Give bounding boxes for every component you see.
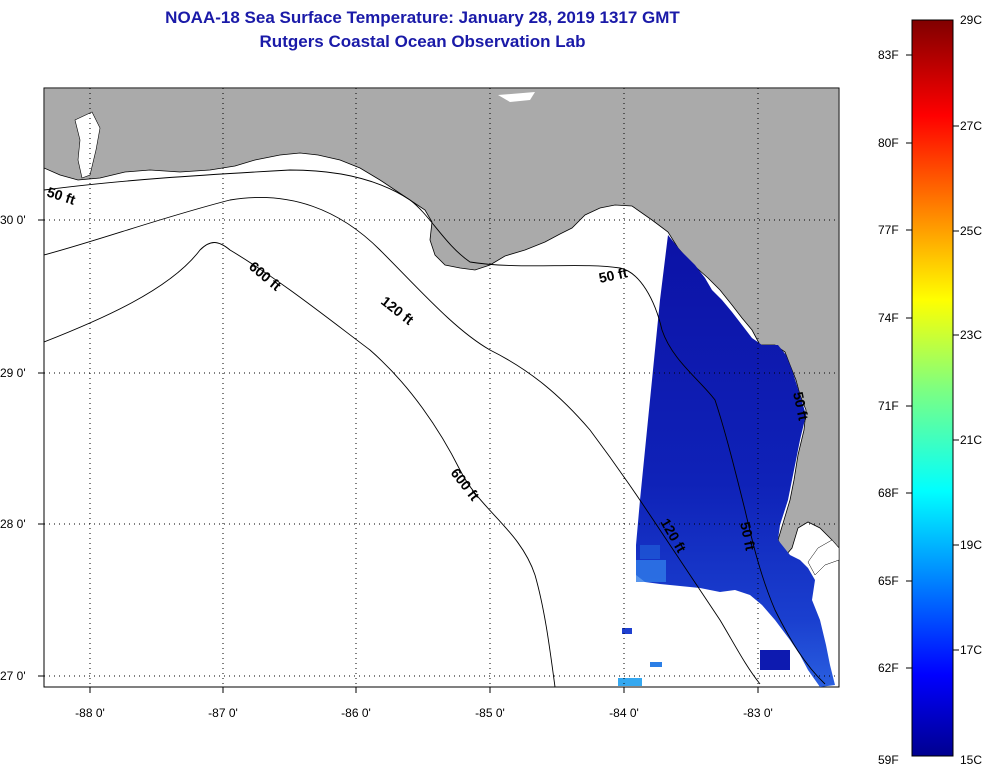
colorbar-f-label: 68F [878, 486, 899, 500]
sst-speck [760, 650, 790, 670]
sst-patch [636, 560, 666, 582]
sst-speck [650, 662, 662, 667]
land-mass [44, 88, 839, 556]
colorbar-c-label: 19C [960, 538, 982, 552]
contour-label-50ft: 50 ft [737, 520, 759, 552]
colorbar-ticks [906, 54, 959, 669]
colorbar-c-label: 17C [960, 643, 982, 657]
map-title: NOAA-18 Sea Surface Temperature: January… [165, 8, 680, 27]
tampa-bay [807, 539, 839, 576]
colorbar-f-label: 74F [878, 311, 899, 325]
lon-label: -85 0' [475, 706, 505, 720]
colorbar [911, 19, 954, 757]
contour-600ft [44, 242, 556, 687]
lon-label: -87 0' [208, 706, 238, 720]
colorbar-f-label: 65F [878, 574, 899, 588]
contour-50ft [44, 169, 826, 685]
sst-speck [622, 628, 632, 634]
lat-label: 30 0' [0, 213, 26, 227]
frame-ticks [38, 219, 759, 693]
sst-speck [618, 678, 642, 686]
colorbar-f-label: 77F [878, 223, 899, 237]
colorbar-f-label: 59F [878, 753, 899, 767]
lake-marks [498, 92, 535, 102]
colorbar-c-label: 23C [960, 328, 982, 342]
colorbar-c-label: 29C [960, 13, 982, 27]
lat-label: 28 0' [0, 517, 26, 531]
lat-label: 29 0' [0, 366, 26, 380]
colorbar-c-label: 21C [960, 433, 982, 447]
colorbar-f-label: 80F [878, 136, 899, 150]
colorbar-f-label: 83F [878, 48, 899, 62]
lon-label: -84 0' [609, 706, 639, 720]
colorbar-c-label: 27C [960, 119, 982, 133]
mobile-bay [74, 111, 101, 179]
sst-patch [640, 545, 660, 559]
colorbar-c-label: 15C [960, 753, 982, 767]
colorbar-f-label: 71F [878, 399, 899, 413]
lat-label: 27 0' [0, 669, 26, 683]
contour-120ft [44, 197, 761, 685]
contour-label-50ft: 50 ft [790, 390, 812, 422]
colorbar-f-label: 62F [878, 661, 899, 675]
map-subtitle: Rutgers Coastal Ocean Observation Lab [259, 32, 586, 51]
colorbar-c-label: 25C [960, 224, 982, 238]
lon-label: -88 0' [75, 706, 105, 720]
lon-label: -86 0' [341, 706, 371, 720]
sst-swath [636, 235, 835, 687]
lon-label: -83 0' [743, 706, 773, 720]
contour-label-50ft: 50 ft [597, 264, 629, 286]
